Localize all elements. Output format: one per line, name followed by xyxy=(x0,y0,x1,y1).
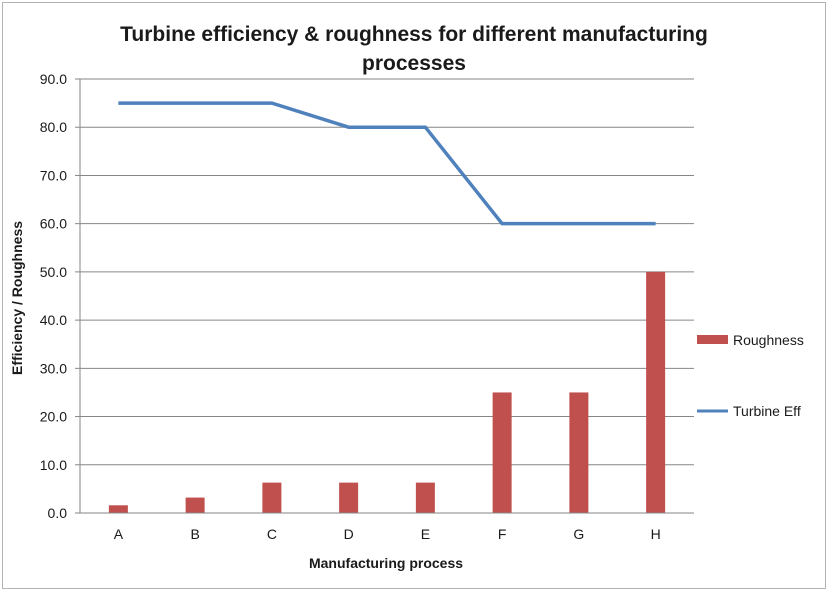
roughness-bar xyxy=(108,505,128,513)
chart-title-line-1: Turbine efficiency & roughness for diffe… xyxy=(120,23,708,46)
roughness-bar xyxy=(339,482,359,513)
x-tick-label: G xyxy=(573,526,584,542)
legend-label-roughness: Roughness xyxy=(733,332,804,348)
chart-title-line-2: processes xyxy=(362,52,466,75)
y-tick-label: 60.0 xyxy=(40,216,67,232)
y-tick-label: 30.0 xyxy=(40,360,67,376)
x-axis-tick-labels: A B C D E F G H xyxy=(114,526,661,542)
y-tick-label: 10.0 xyxy=(40,457,67,473)
y-tick-label: 40.0 xyxy=(40,312,67,328)
x-tick-label: C xyxy=(267,526,277,542)
roughness-bar xyxy=(492,392,512,513)
y-tick-label: 50.0 xyxy=(40,264,67,280)
y-tick-label: 90.0 xyxy=(40,71,67,87)
x-tick-label: F xyxy=(498,526,507,542)
legend-swatch-roughness xyxy=(697,335,728,344)
y-tick-label: 0.0 xyxy=(48,505,68,521)
x-tick-label: H xyxy=(651,526,661,542)
x-axis-label: Manufacturing process xyxy=(309,555,463,571)
x-tick-label: E xyxy=(421,526,430,542)
gridlines xyxy=(75,78,694,514)
y-axis-label: Efficiency / Roughness xyxy=(9,221,25,375)
roughness-bars xyxy=(108,271,666,513)
roughness-bar xyxy=(415,482,435,513)
legend-label-turbine-eff: Turbine Eff xyxy=(733,403,801,419)
y-tick-label: 80.0 xyxy=(40,119,67,135)
legend: Roughness Turbine Eff xyxy=(697,332,804,419)
y-tick-label: 20.0 xyxy=(40,409,67,425)
roughness-bar xyxy=(262,482,282,513)
turbine-eff-series-line xyxy=(118,101,656,226)
y-axis-tick-labels: 0.0 10.0 20.0 30.0 40.0 50.0 60.0 70.0 80.0 90.0 xyxy=(40,71,67,521)
x-tick-label: D xyxy=(344,526,354,542)
x-tick-label: A xyxy=(114,526,124,542)
x-tick-label: B xyxy=(190,526,199,542)
turbine-eff-line xyxy=(118,101,656,226)
roughness-bar xyxy=(569,392,589,513)
roughness-bar xyxy=(646,271,666,513)
roughness-bar xyxy=(185,497,205,513)
y-tick-label: 70.0 xyxy=(40,167,67,183)
